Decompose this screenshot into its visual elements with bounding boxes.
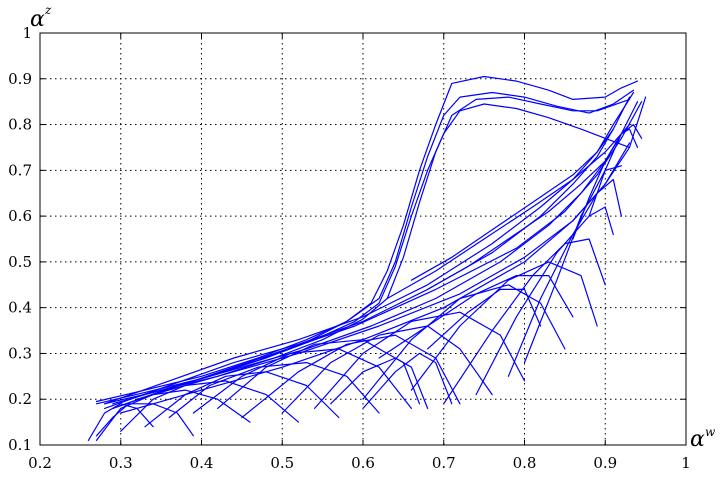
series-line-4 <box>112 96 631 405</box>
series-line-6 <box>103 91 635 405</box>
y-axis-title-symbol: α <box>30 7 45 32</box>
series-line-33 <box>330 357 429 409</box>
y-tick-label: 0.9 <box>8 70 32 88</box>
series-line-34 <box>362 352 453 409</box>
series-line-25 <box>443 238 606 405</box>
y-tick-label: 0.7 <box>8 161 32 179</box>
x-tick-label: 0.4 <box>190 454 214 472</box>
series-line-3 <box>103 103 631 405</box>
series-line-22 <box>314 311 526 409</box>
series-line-2 <box>95 89 635 405</box>
y-tick-label: 0.1 <box>8 436 32 454</box>
series-line-32 <box>95 403 194 437</box>
y-axis-title: α z <box>30 3 52 32</box>
series-line-31 <box>87 403 154 441</box>
series-line-29 <box>572 128 639 240</box>
series-line-18 <box>192 348 412 414</box>
x-axis-title-superscript: w <box>705 425 716 439</box>
y-tick-label: 0.6 <box>8 207 32 225</box>
x-tick-label: 0.3 <box>109 454 133 472</box>
series-line-24 <box>410 261 598 391</box>
series-lines <box>87 75 647 441</box>
y-tick-label: 0.5 <box>8 253 32 271</box>
y-axis-title-superscript: z <box>44 3 52 17</box>
x-axis-title-symbol: α <box>690 427 705 452</box>
y-tick-label: 0.8 <box>8 116 32 134</box>
grid <box>40 33 686 445</box>
x-tick-label: 0.6 <box>351 454 375 472</box>
series-line-10 <box>136 142 631 400</box>
y-tick-label: 0.4 <box>8 299 32 317</box>
y-tick-label: 0.2 <box>8 390 32 408</box>
x-tick-label: 0.5 <box>270 454 294 472</box>
series-line-9 <box>112 101 643 409</box>
series-line-26 <box>475 206 614 396</box>
axes: 0.2 0.3 0.4 0.5 0.6 0.7 0.8 0.9 10.10.20.30.40.5… <box>8 24 691 472</box>
series-line-36 <box>378 275 574 359</box>
series-line-30 <box>588 123 643 217</box>
series-line-27 <box>507 178 623 377</box>
x-tick-label: 0.2 <box>28 454 52 472</box>
series-line-28 <box>523 165 623 364</box>
x-tick-label: 0.8 <box>513 454 537 472</box>
series-line-7 <box>112 101 639 409</box>
x-tick-label: 0.7 <box>432 454 456 472</box>
series-line-8 <box>120 96 647 414</box>
series-line-16 <box>144 371 340 428</box>
series-line-11 <box>410 128 614 281</box>
y-tick-label: 1 <box>22 24 32 42</box>
x-axis-title: α w <box>690 425 716 452</box>
series-line-21 <box>281 325 493 414</box>
series-line-13 <box>386 123 631 300</box>
y-tick-label: 0.3 <box>8 344 32 362</box>
series-line-15 <box>120 380 299 432</box>
series-line-35 <box>427 288 542 350</box>
series-line-1 <box>95 75 639 403</box>
x-tick-label: 1 <box>681 454 691 472</box>
x-tick-label: 0.9 <box>593 454 617 472</box>
series-line-19 <box>217 339 421 409</box>
series-line-20 <box>241 334 461 419</box>
